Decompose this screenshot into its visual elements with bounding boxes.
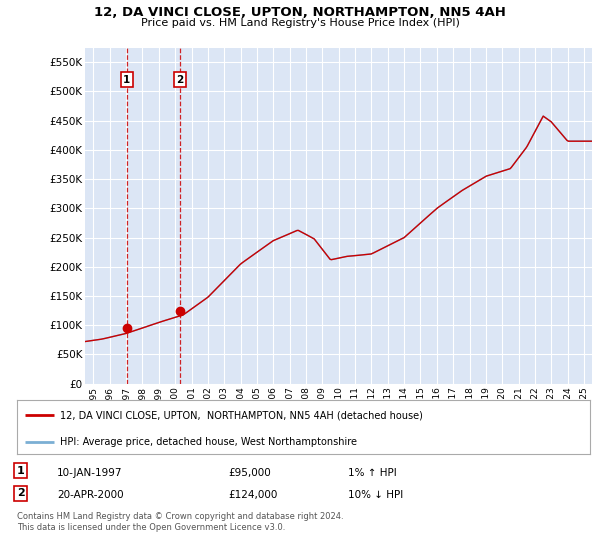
Text: 2: 2 xyxy=(17,488,25,498)
Text: 10% ↓ HPI: 10% ↓ HPI xyxy=(348,490,403,500)
Text: Price paid vs. HM Land Registry's House Price Index (HPI): Price paid vs. HM Land Registry's House … xyxy=(140,18,460,28)
Text: 1% ↑ HPI: 1% ↑ HPI xyxy=(348,468,397,478)
Text: HPI: Average price, detached house, West Northamptonshire: HPI: Average price, detached house, West… xyxy=(60,437,357,447)
Text: 20-APR-2000: 20-APR-2000 xyxy=(57,490,124,500)
Text: 1: 1 xyxy=(123,74,130,85)
Text: £95,000: £95,000 xyxy=(228,468,271,478)
Text: 12, DA VINCI CLOSE, UPTON,  NORTHAMPTON, NN5 4AH (detached house): 12, DA VINCI CLOSE, UPTON, NORTHAMPTON, … xyxy=(60,410,422,421)
Text: 1: 1 xyxy=(17,466,25,476)
Text: £124,000: £124,000 xyxy=(228,490,277,500)
Text: 10-JAN-1997: 10-JAN-1997 xyxy=(57,468,122,478)
Text: 2: 2 xyxy=(176,74,184,85)
Text: 12, DA VINCI CLOSE, UPTON, NORTHAMPTON, NN5 4AH: 12, DA VINCI CLOSE, UPTON, NORTHAMPTON, … xyxy=(94,6,506,18)
Text: Contains HM Land Registry data © Crown copyright and database right 2024.
This d: Contains HM Land Registry data © Crown c… xyxy=(17,512,343,532)
